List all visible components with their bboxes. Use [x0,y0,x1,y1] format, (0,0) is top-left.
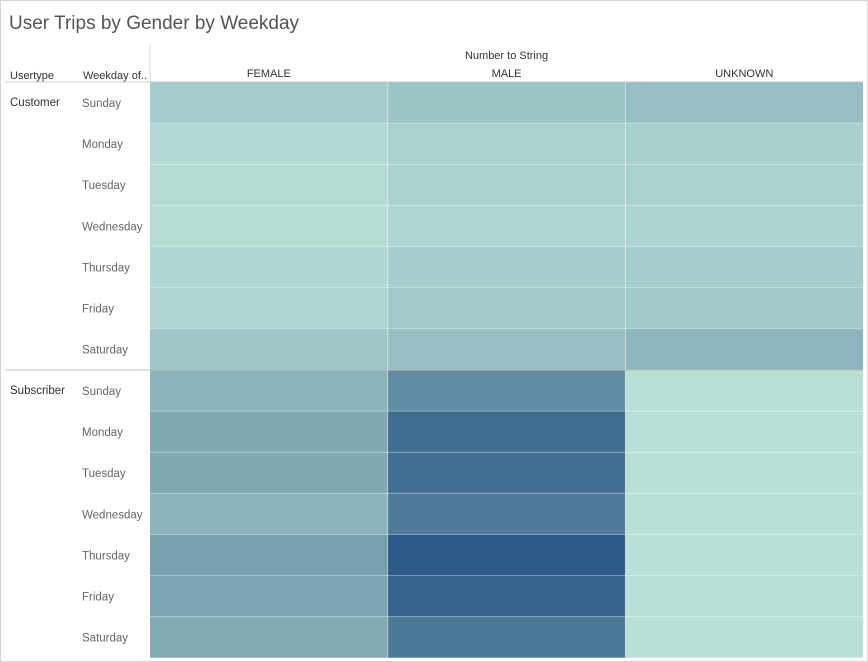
row-label-thursday: Thursday [82,550,130,562]
row-label-tuesday: Tuesday [82,468,126,480]
heatmap-cell [150,205,388,247]
heatmap-cell [625,493,864,535]
heatmap-cell [150,82,388,124]
heatmap-cell [150,534,388,576]
heatmap-cell [387,123,626,165]
heatmap-cell [625,411,864,453]
heatmap-cell [150,616,388,658]
heatmap-cell [625,123,864,165]
row-label-saturday: Saturday [82,633,128,645]
heatmap-cell [625,246,864,288]
heatmap-cell [150,123,388,165]
heatmap-cell [387,575,626,617]
row-label-monday: Monday [82,139,123,151]
column-header: Number to String [465,50,548,62]
row-label-saturday: Saturday [82,345,128,357]
heatmap-cell [625,82,864,124]
heatmap-cell [387,411,626,453]
row-header-usertype: Usertype [10,70,54,82]
column-label-female: FEMALE [247,68,291,80]
heatmap-cell [625,370,864,412]
heatmap-cell [387,164,626,206]
heatmap-cell [150,287,388,329]
heatmap-cell [150,452,388,494]
heatmap-cell [387,328,626,370]
group-label-subscriber: Subscriber [10,385,65,397]
column-label-unknown: UNKNOWN [715,68,773,80]
group-label-customer: Customer [10,97,60,109]
chart-title: User Trips by Gender by Weekday [9,13,300,34]
heatmap-cell [150,411,388,453]
heatmap-cell [625,287,864,329]
row-label-monday: Monday [82,427,123,439]
heatmap-cell [387,616,626,658]
column-label-male: MALE [492,68,522,80]
row-label-sunday: Sunday [82,98,121,110]
heatmap-cell [150,575,388,617]
heatmap-cell [387,287,626,329]
heatmap-cell [625,205,864,247]
heatmap-cell [387,82,626,124]
row-label-wednesday: Wednesday [82,509,143,521]
heatmap-cell [387,246,626,288]
heatmap-cell [387,370,626,412]
heatmap-cell [150,370,388,412]
heatmap-cell [150,164,388,206]
row-label-tuesday: Tuesday [82,180,126,192]
heatmap-cell [625,575,864,617]
row-label-sunday: Sunday [82,386,121,398]
row-header-weekday: Weekday of.. [83,70,147,82]
heatmap-cell [150,493,388,535]
row-label-wednesday: Wednesday [82,221,143,233]
heatmap-cell [387,205,626,247]
heatmap-cell [625,534,864,576]
row-label-friday: Friday [82,592,114,604]
heatmap-cell [625,452,864,494]
row-label-friday: Friday [82,304,114,316]
heatmap-cell [387,534,626,576]
row-label-thursday: Thursday [82,262,130,274]
heatmap-cell [625,328,864,370]
heatmap-cell [625,616,864,658]
heatmap-cell [150,246,388,288]
heatmap-cell [150,328,388,370]
heatmap-cell [387,493,626,535]
heatmap-cell [625,164,864,206]
heatmap-cell [387,452,626,494]
